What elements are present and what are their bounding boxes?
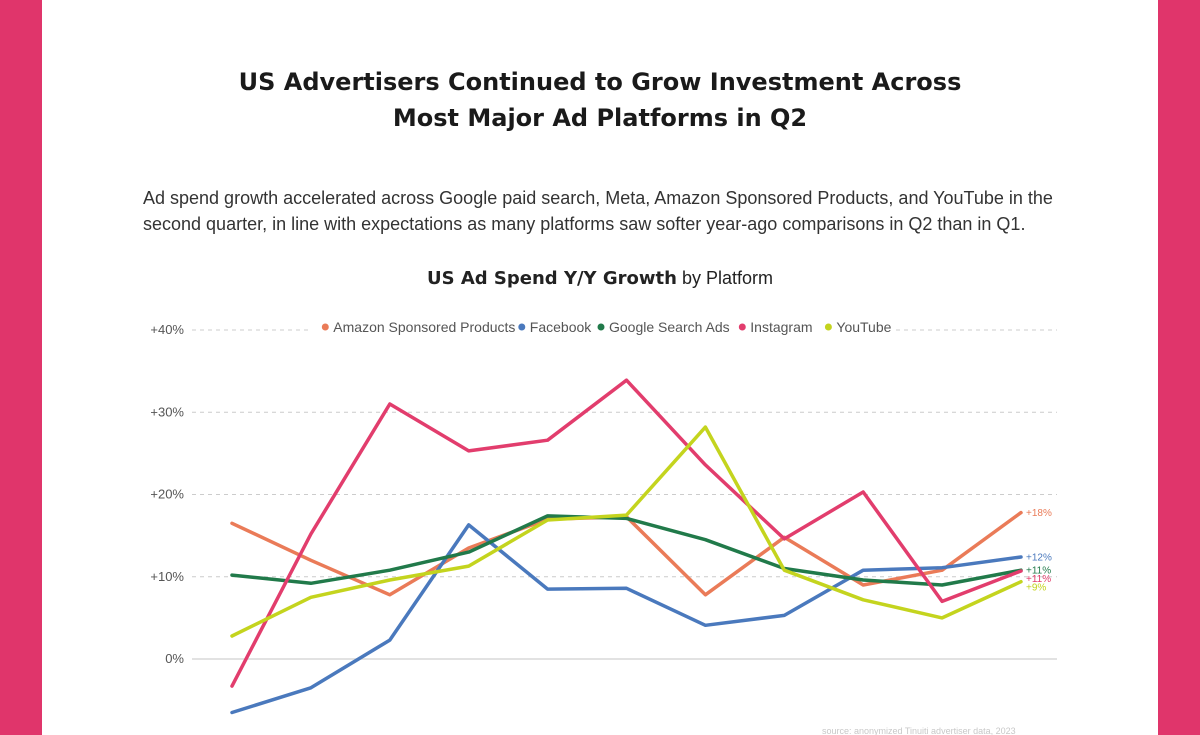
legend-marker-google-search-ads	[597, 323, 605, 331]
series-line-facebook	[230, 523, 1023, 715]
page-title: US Advertisers Continued to Grow Investm…	[42, 64, 1158, 136]
source-note: source: anonymized Tinuiti advertiser da…	[822, 726, 1016, 735]
legend-label: Facebook	[530, 319, 592, 335]
legend-label: YouTube	[836, 319, 891, 335]
legend-marker-facebook	[518, 323, 526, 331]
legend-label: Google Search Ads	[609, 319, 730, 335]
report-page: US Advertisers Continued to Grow Investm…	[42, 0, 1158, 735]
description-text: Ad spend growth accelerated across Googl…	[143, 188, 1053, 234]
y-tick-label: +40%	[150, 322, 184, 337]
end-data-label: +12%	[1026, 553, 1052, 564]
chart-title: US Ad Spend Y/Y Growth by Platform	[42, 268, 1158, 289]
end-data-label: +9%	[1026, 583, 1046, 594]
end-data-label: +18%	[1026, 508, 1052, 519]
y-tick-label: +30%	[150, 404, 184, 419]
title-line-2: Most Major Ad Platforms in Q2	[392, 104, 808, 132]
title-line-1: US Advertisers Continued to Grow Investm…	[238, 68, 962, 96]
y-tick-label: +20%	[150, 487, 184, 502]
chart-title-bold: US Ad Spend Y/Y Growth	[427, 268, 677, 289]
end-data-label: +11%	[1026, 566, 1051, 577]
legend-marker-instagram	[738, 323, 746, 331]
legend-label: Amazon Sponsored Products	[333, 319, 515, 335]
y-tick-label: +10%	[150, 569, 184, 584]
y-tick-label: 0%	[165, 651, 184, 666]
line-chart: 0% +10% +20% +30% +40% Amazon Sponsored Produ…	[150, 316, 1057, 715]
legend-marker-amazon-sponsored-products	[321, 323, 329, 331]
legend-label: Instagram	[750, 319, 812, 335]
end-data-label: +11%	[1026, 574, 1051, 585]
series-line-youtube	[230, 425, 1023, 638]
series-line-instagram	[230, 378, 1023, 688]
legend-marker-youtube	[824, 323, 832, 331]
chart-title-rest: by Platform	[681, 268, 773, 288]
series-line-google-search-ads	[230, 514, 1023, 587]
